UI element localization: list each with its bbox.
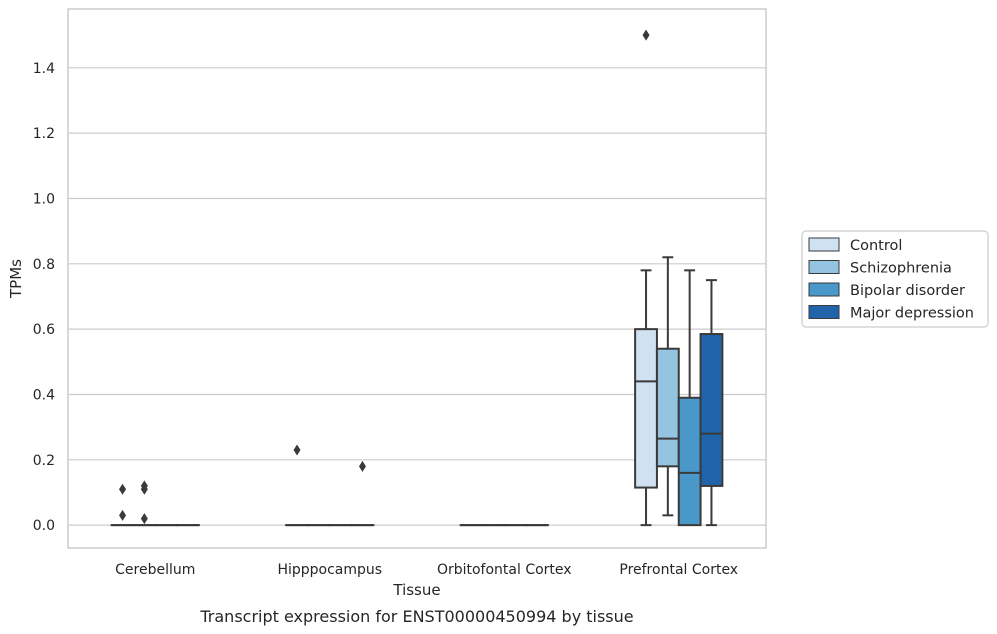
outlier-point [358,460,366,472]
legend-frame [801,230,989,328]
box-0-1 [132,480,157,527]
box-3-0 [634,29,658,527]
legend-label: Control [850,238,902,254]
box-iqr [634,328,658,489]
chart-caption: Transcript expression for ENST0000045099… [199,607,633,626]
y-tick-label: 1.0 [33,191,55,207]
box-series [110,29,724,527]
legend-label: Major depression [850,306,974,322]
y-tick-label: 0.0 [33,518,55,534]
y-tick-label: 0.6 [33,322,55,338]
outlier-point [140,483,148,495]
outlier-point [140,513,148,525]
outlier-point [293,444,301,456]
y-tick-label: 1.4 [33,61,55,77]
y-tick-label: 1.2 [33,126,55,142]
x-tick-label: Prefrontal Cortex [619,562,738,578]
box-1-0 [285,444,309,527]
box-3-2 [677,269,702,527]
outlier-point [642,29,650,41]
x-axis-ticks: Cerebellum Hipppocampus Orbitofontal Corte… [115,562,738,578]
legend-swatch [808,260,840,274]
legend-label: Schizophrenia [850,261,952,277]
legend-swatch [808,237,840,252]
y-axis-label: TPMs [7,259,25,299]
y-tick-label: 0.4 [33,387,55,403]
box-iqr [655,347,680,468]
y-tick-label: 0.2 [33,453,55,469]
y-axis-ticks: 0.0 0.2 0.4 0.6 0.8 1.0 1.2 1.4 [33,61,55,534]
legend: Control Schizophrenia Bipolar disorder Majo… [801,230,989,328]
box-1-3 [350,460,375,527]
x-tick-label: Hipppocampus [277,562,382,578]
x-axis-label: Tissue [392,581,440,599]
plot-area-frame [67,8,767,549]
x-tick-label: Cerebellum [115,562,195,578]
grid-lines [68,67,766,526]
y-tick-label: 0.8 [33,257,55,273]
legend-swatch [808,305,840,319]
box-3-3 [699,279,724,527]
box-iqr [677,396,702,527]
outlier-point [119,483,127,495]
legend-swatch [808,282,840,297]
box-iqr [699,333,724,487]
outlier-point [119,509,127,521]
box-0-0 [110,483,135,527]
x-tick-label: Orbitofontal Cortex [437,562,572,578]
legend-label: Bipolar disorder [850,283,965,299]
box-3-1 [655,256,680,517]
